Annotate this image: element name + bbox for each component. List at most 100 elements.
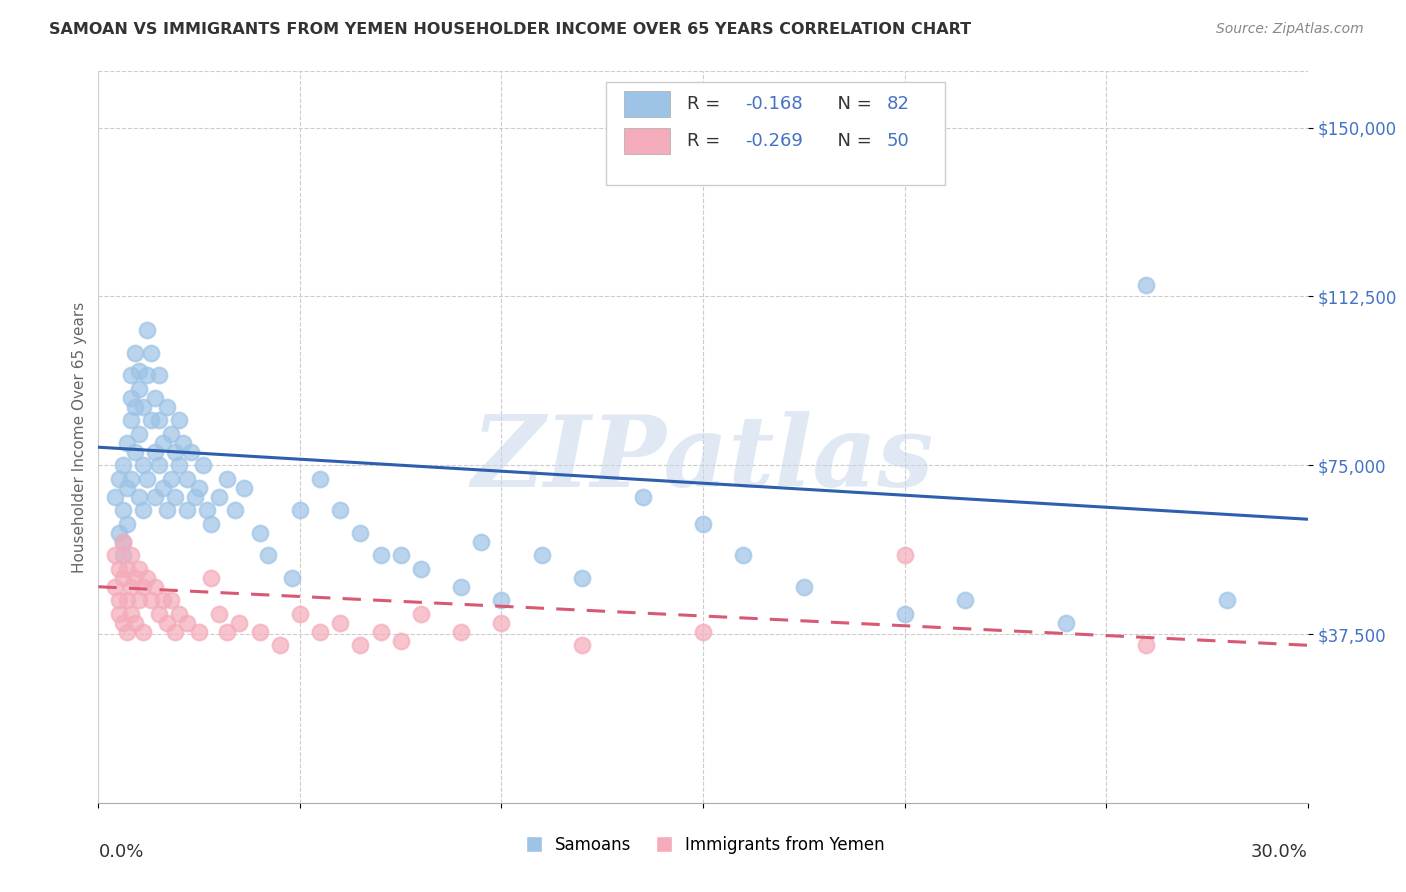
Point [228, 615, 250, 630]
Point [120, 472, 142, 486]
Point [309, 472, 332, 486]
Point [249, 525, 271, 540]
Point [111, 548, 134, 562]
Point [139, 413, 162, 427]
Point [288, 607, 311, 621]
Point [128, 593, 150, 607]
Point [793, 580, 815, 594]
Point [107, 472, 129, 486]
Point [160, 472, 183, 486]
Point [217, 624, 239, 639]
Point [953, 593, 976, 607]
Point [188, 481, 211, 495]
Point [107, 562, 129, 576]
FancyBboxPatch shape [624, 91, 671, 118]
Point [1216, 593, 1239, 607]
Text: R =: R = [688, 132, 727, 150]
Point [370, 624, 392, 639]
Point [193, 458, 215, 473]
Point [148, 413, 170, 427]
Point [163, 444, 186, 458]
Point [124, 571, 146, 585]
Point [288, 503, 311, 517]
Point [120, 580, 142, 594]
Point [176, 615, 198, 630]
Point [115, 481, 138, 495]
Point [176, 472, 198, 486]
Point [135, 323, 157, 337]
Point [124, 400, 146, 414]
Point [167, 413, 190, 427]
Point [143, 580, 166, 594]
Point [103, 580, 125, 594]
Point [156, 503, 179, 517]
Point [132, 503, 155, 517]
Point [329, 503, 352, 517]
Point [115, 516, 138, 531]
Point [224, 503, 246, 517]
Point [156, 615, 179, 630]
Point [120, 391, 142, 405]
Point [893, 607, 915, 621]
Point [1135, 278, 1157, 293]
Point [409, 562, 432, 576]
Point [111, 458, 134, 473]
Point [156, 400, 179, 414]
Point [409, 607, 432, 621]
Point [349, 525, 371, 540]
Point [152, 481, 174, 495]
Point [167, 607, 190, 621]
Point [103, 490, 125, 504]
FancyBboxPatch shape [606, 82, 945, 185]
Point [1135, 638, 1157, 652]
Point [148, 607, 170, 621]
Point [167, 458, 190, 473]
Point [450, 624, 472, 639]
Point [143, 391, 166, 405]
Point [120, 607, 142, 621]
Point [103, 548, 125, 562]
Point [135, 472, 157, 486]
Point [470, 534, 492, 549]
FancyBboxPatch shape [624, 128, 671, 154]
Point [180, 444, 202, 458]
Point [571, 571, 593, 585]
Point [148, 368, 170, 383]
Point [115, 624, 138, 639]
Point [107, 593, 129, 607]
Point [195, 503, 218, 517]
Point [370, 548, 392, 562]
Point [631, 490, 654, 504]
Point [160, 426, 183, 441]
Point [128, 490, 150, 504]
Point [530, 548, 553, 562]
Point [249, 624, 271, 639]
Point [120, 413, 142, 427]
Point [349, 638, 371, 652]
Point [115, 435, 138, 450]
Point [120, 368, 142, 383]
Text: R =: R = [688, 95, 727, 113]
Point [139, 593, 162, 607]
Point [135, 368, 157, 383]
Point [217, 472, 239, 486]
Point [571, 638, 593, 652]
Point [329, 615, 352, 630]
Point [692, 624, 714, 639]
Point [232, 481, 254, 495]
Point [1054, 615, 1077, 630]
Point [491, 615, 513, 630]
Point [208, 490, 231, 504]
Point [111, 534, 134, 549]
Text: Source: ZipAtlas.com: Source: ZipAtlas.com [1216, 22, 1364, 37]
Point [281, 571, 304, 585]
Text: N =: N = [827, 132, 877, 150]
Point [200, 516, 222, 531]
Point [124, 615, 146, 630]
Legend: Samoans, Immigrants from Yemen: Samoans, Immigrants from Yemen [515, 829, 891, 860]
Point [111, 571, 134, 585]
Text: SAMOAN VS IMMIGRANTS FROM YEMEN HOUSEHOLDER INCOME OVER 65 YEARS CORRELATION CHA: SAMOAN VS IMMIGRANTS FROM YEMEN HOUSEHOL… [49, 22, 972, 37]
Point [143, 444, 166, 458]
Point [160, 593, 183, 607]
Text: -0.168: -0.168 [745, 95, 803, 113]
